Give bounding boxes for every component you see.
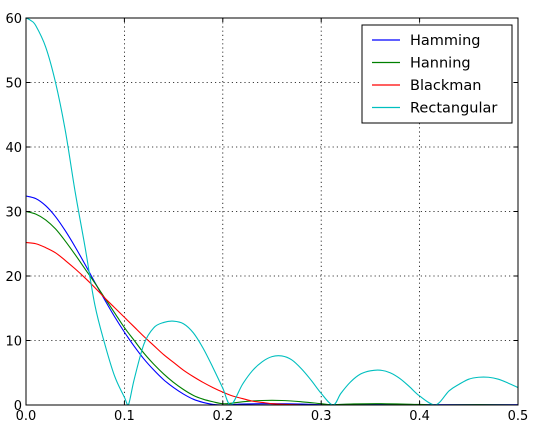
axis-ticks: 0.0 0.1 0.2 0.3 0.4 0.5 0 10 20 30 40 50 60 xyxy=(5,12,528,424)
series-line-blackman xyxy=(25,241,518,406)
x-tick-label: 0.3 xyxy=(311,409,332,424)
y-tick-label: 30 xyxy=(5,206,22,221)
y-tick-label: 10 xyxy=(5,335,22,350)
legend: Hamming Hanning Blackman Rectangular xyxy=(361,24,513,124)
legend-label-blackman: Blackman xyxy=(410,78,481,94)
x-tick-label: 0.2 xyxy=(212,409,233,424)
y-tick-label: 40 xyxy=(5,141,22,156)
y-tick-label: 50 xyxy=(5,77,22,92)
legend-label-hamming: Hamming xyxy=(410,33,480,49)
x-tick-label: 0.0 xyxy=(16,409,37,424)
legend-label-rectangular: Rectangular xyxy=(410,101,497,117)
y-tick-label: 20 xyxy=(5,270,22,285)
legend-label-hanning: Hanning xyxy=(410,56,471,72)
series-line-hamming xyxy=(25,195,518,406)
y-tick-label: 0 xyxy=(14,399,22,414)
x-tick-label: 0.1 xyxy=(114,409,135,424)
series-lines xyxy=(25,17,519,406)
series-line-hanning xyxy=(25,210,519,406)
x-tick-label: 0.5 xyxy=(508,409,529,424)
legend-box xyxy=(361,24,513,124)
x-tick-label: 0.4 xyxy=(409,409,430,424)
grid xyxy=(26,18,518,405)
series-line-rectangular xyxy=(25,17,519,406)
y-tick-label: 60 xyxy=(5,12,22,27)
